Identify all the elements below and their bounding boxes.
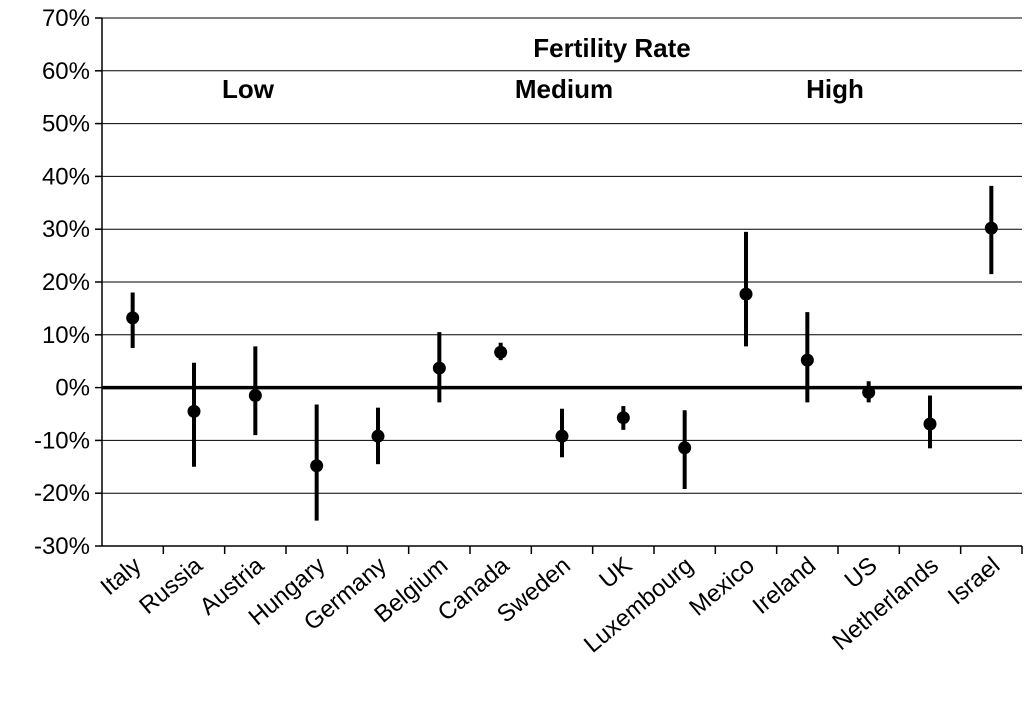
y-tick-label: 10%: [42, 322, 90, 349]
gridlines: [102, 17, 1022, 494]
annotation-group-medium: Medium: [515, 74, 613, 104]
data-point: [432, 361, 446, 375]
annotation-header: Fertility Rate: [533, 33, 691, 63]
annotation-group-high: High: [806, 74, 864, 104]
data-point: [739, 287, 753, 301]
data-point: [555, 429, 569, 443]
y-tick-label: 50%: [42, 111, 90, 138]
data-point: [126, 311, 140, 325]
x-tick-labels: ItalyRussiaAustriaHungaryGermanyBelgiumC…: [95, 551, 1005, 658]
x-tick-label: UK: [594, 552, 637, 594]
x-tick-label: US: [840, 552, 883, 594]
data-point: [923, 417, 937, 431]
y-tick-label: 70%: [42, 5, 90, 32]
y-tick-label: -30%: [34, 533, 90, 560]
y-tick-label: 40%: [42, 163, 90, 190]
data-point: [862, 385, 876, 399]
y-tick-label: 60%: [42, 58, 90, 85]
annotations: Fertility Rate Low Medium High: [222, 33, 864, 104]
x-tick-label: Luxembourg: [579, 552, 699, 658]
data-point: [984, 221, 998, 235]
data-point: [310, 459, 324, 473]
y-tick-label: -20%: [34, 480, 90, 507]
data-point: [371, 429, 385, 443]
y-tick-label: 30%: [42, 216, 90, 243]
x-tick-label: Ireland: [748, 552, 822, 620]
x-tick-label: Netherlands: [827, 552, 943, 656]
data-point: [678, 441, 692, 455]
data-point: [800, 353, 814, 367]
x-tick-label: Israel: [943, 552, 1005, 610]
data-point: [494, 345, 508, 359]
data-point: [248, 389, 262, 403]
data-point: [187, 404, 201, 418]
x-tick-label: Mexico: [684, 552, 760, 622]
x-tick-label: Russia: [134, 551, 208, 619]
y-tick-label: -10%: [34, 427, 90, 454]
data-point: [616, 411, 630, 425]
y-tick-labels: 70% 60% 50% 40% 30% 20% 10% 0% -10% -20% -30%: [34, 5, 90, 560]
x-tick-label: Italy: [95, 552, 146, 601]
y-tick-label: 20%: [42, 269, 90, 296]
y-tick-label: 0%: [55, 375, 90, 402]
data-marks: [126, 185, 998, 521]
annotation-group-low: Low: [222, 74, 275, 104]
